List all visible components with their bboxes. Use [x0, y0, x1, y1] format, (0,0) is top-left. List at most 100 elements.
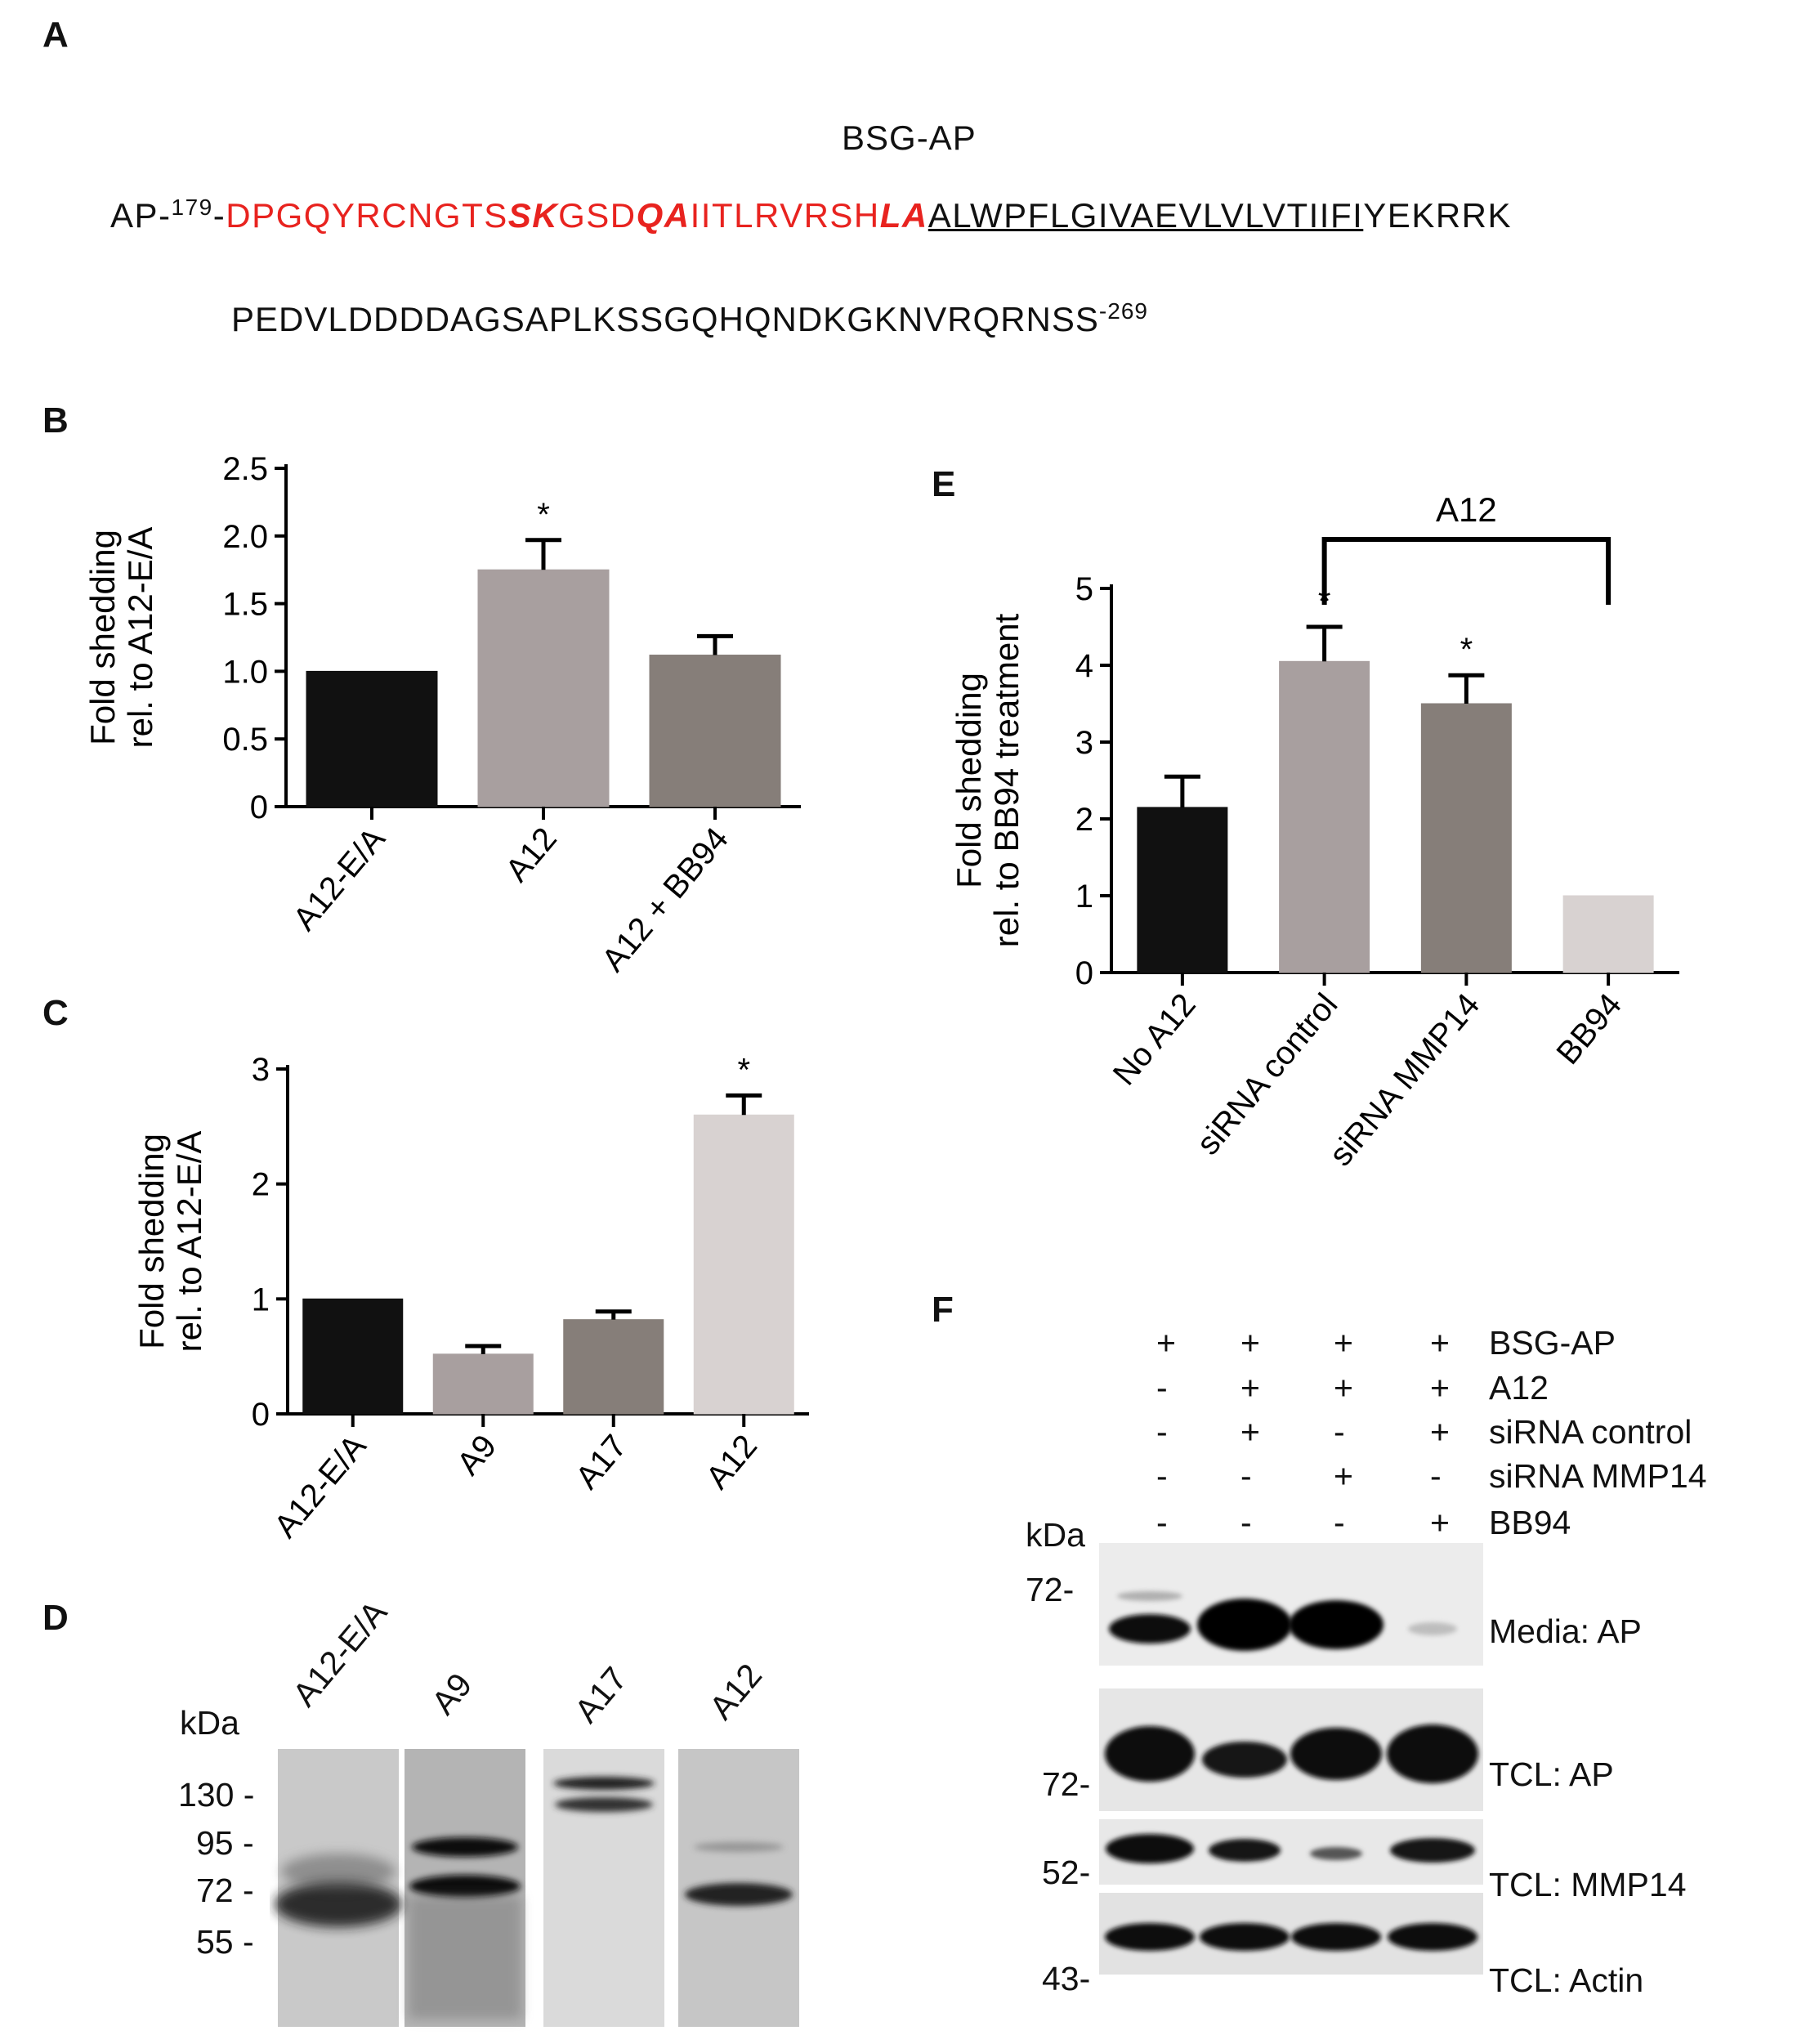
condition-sign: - [1156, 1457, 1168, 1495]
panel-f-blot-label-tcl-mmp14: TCL: MMP14 [1489, 1866, 1687, 1903]
chart-panel-e: 0 1 2 3 4 5 Fold shedding rel. to BB94 treatmen… [950, 490, 1679, 1174]
y-tick-label: 2.0 [222, 519, 268, 555]
condition-sign: + [1240, 1413, 1260, 1451]
condition-sign: + [1334, 1457, 1353, 1495]
panel-d-marker-130: 130 - [178, 1776, 255, 1814]
y-tick-label: 1.5 [222, 587, 268, 623]
significance-marker: * [537, 497, 550, 533]
bar [563, 1319, 664, 1415]
y-tick-label: 1 [1075, 879, 1093, 915]
condition-sign: + [1156, 1324, 1176, 1362]
seq-prefix: AP- [110, 196, 172, 235]
x-tick-label: A12-E/A [267, 1428, 373, 1545]
panel-f-marker: 52- [1042, 1854, 1091, 1891]
y-tick-label: 0 [1075, 955, 1093, 991]
condition-sign: + [1240, 1369, 1260, 1407]
x-tick-label: siRNA MMP14 [1322, 987, 1486, 1174]
bar [1137, 807, 1228, 973]
y-tick-label: 4 [1075, 648, 1093, 684]
condition-sign: - [1156, 1369, 1168, 1407]
seq-tail: YEKRRK [1363, 196, 1513, 235]
seq-cleavage-site: LA [879, 196, 928, 235]
panel-letter-b: B [42, 400, 69, 441]
seq-cleavage-site: SK [507, 196, 559, 235]
condition-sign: - [1334, 1504, 1345, 1541]
panel-f-blot-label-tcl-actin: TCL: Actin [1489, 1961, 1644, 1999]
condition-sign: - [1156, 1413, 1168, 1451]
panel-d-blot-image [275, 1749, 799, 2027]
y-axis-title: Fold shedding [83, 530, 122, 745]
x-tick-label: A12 [700, 1429, 764, 1496]
chart-panel-b: 0 0.5 1.0 1.5 2.0 2.5 Fold shedding rel. to A12… [83, 451, 801, 979]
condition-sign: + [1430, 1369, 1450, 1407]
y-axis-title: rel. to A12-E/A [121, 527, 159, 749]
y-tick-label: 5 [1075, 571, 1093, 607]
condition-sign: - [1240, 1457, 1252, 1495]
panel-f-marker: 72- [1042, 1765, 1091, 1803]
panel-d-marker-55: 55 - [196, 1923, 254, 1961]
bar [306, 670, 438, 807]
panel-f-blot-image [1099, 1543, 1483, 1975]
seq-end-number: -269 [1098, 298, 1148, 324]
condition-sign: + [1430, 1413, 1450, 1451]
condition-label: BB94 [1489, 1504, 1571, 1541]
significance-marker: * [737, 1052, 750, 1088]
y-axis-title: rel. to BB94 treatment [987, 613, 1026, 947]
condition-label: A12 [1489, 1369, 1549, 1407]
seq-transmembrane: ALWPFLGIVAEVLVLVTIIFI [928, 196, 1364, 235]
condition-label: siRNA MMP14 [1489, 1457, 1707, 1495]
bar [693, 1114, 794, 1415]
y-tick-label: 3 [1075, 725, 1093, 761]
panel-d-lane-label: A9 [423, 1666, 480, 1722]
panel-f-blot-label-tcl-ap: TCL: AP [1489, 1756, 1614, 1793]
bar [477, 569, 610, 807]
seq-segment: GSD [558, 196, 637, 235]
panel-d-marker-95: 95 - [196, 1824, 254, 1862]
y-axis-title: Fold shedding [132, 1134, 171, 1349]
panel-letter-f: F [932, 1290, 954, 1330]
panel-letter-e: E [932, 464, 956, 504]
bar [1562, 895, 1654, 973]
panel-d-lane-label: A17 [566, 1659, 635, 1730]
x-tick-label: A17 [569, 1429, 633, 1496]
bracket-label: A12 [1436, 490, 1497, 529]
significance-marker: * [1460, 632, 1473, 668]
x-tick-label: A12 + BB94 [595, 821, 735, 979]
panel-d-lane-label: A12-E/A [284, 1593, 395, 1714]
panel-f-marker: 43- [1042, 1960, 1091, 1997]
seq-start-number: 179 [171, 195, 213, 220]
condition-label: BSG-AP [1489, 1324, 1616, 1362]
y-axis-title: rel. to A12-E/A [170, 1131, 208, 1353]
y-tick-label: 0.5 [222, 722, 268, 758]
condition-sign: - [1334, 1413, 1345, 1451]
seq-segment: IITLRVRSH [690, 196, 880, 235]
x-tick-label: A12-E/A [286, 821, 392, 937]
condition-sign: - [1240, 1504, 1252, 1541]
y-tick-label: 3 [252, 1052, 270, 1088]
y-tick-label: 2 [1075, 802, 1093, 838]
panel-letter-a: A [42, 15, 69, 55]
seq-segment: DPGQYRCNGTS [226, 196, 508, 235]
y-tick-label: 2.5 [222, 451, 268, 487]
panel-d-lane-label: A12 [701, 1656, 770, 1727]
seq-dash: - [212, 196, 226, 235]
sequence-line-2: PEDVLDDDDAGSAPLKSSGQHQNDKGKNVRQRNSS-269 [231, 298, 1148, 339]
x-tick-label: BB94 [1549, 987, 1629, 1071]
panel-d-marker-72: 72 - [196, 1872, 254, 1909]
y-axis-title: Fold shedding [950, 673, 988, 888]
panel-f-blot-label-media-ap: Media: AP [1489, 1612, 1642, 1650]
y-tick-label: 1 [252, 1281, 270, 1317]
condition-sign: - [1430, 1457, 1442, 1495]
seq-cleavage-site: QA [636, 196, 691, 235]
seq-line2: PEDVLDDDDAGSAPLKSSGQHQNDKGKNVRQRNSS [231, 300, 1099, 338]
y-tick-label: 0 [250, 789, 268, 825]
bar [1420, 703, 1512, 973]
chart-panel-c: 0 1 2 3 Fold shedding rel. to A12-E/A A12-E/A A… [132, 1052, 809, 1545]
panel-letter-c: C [42, 993, 69, 1033]
y-tick-label: 0 [252, 1397, 270, 1433]
condition-sign: - [1156, 1504, 1168, 1541]
condition-sign: + [1430, 1504, 1450, 1541]
condition-sign: + [1240, 1324, 1260, 1362]
bar [302, 1298, 404, 1415]
panel-letter-d: D [42, 1598, 69, 1638]
